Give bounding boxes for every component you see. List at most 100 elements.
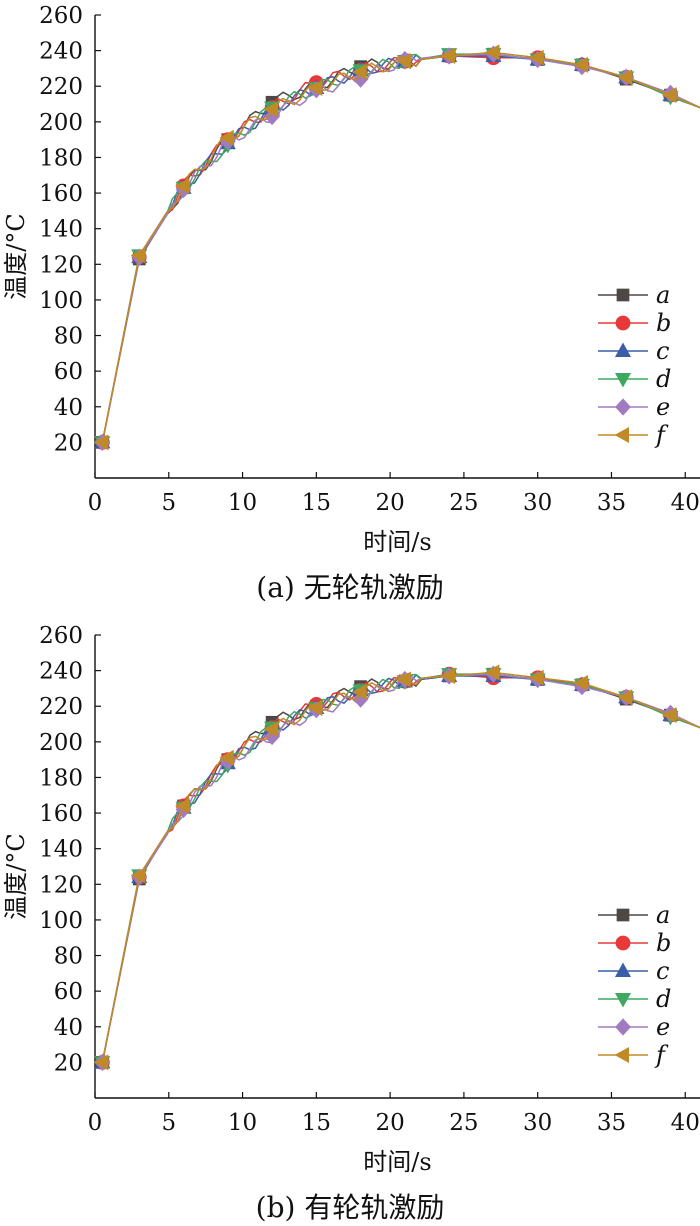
series-line-a <box>101 673 700 1063</box>
legend-marker-e <box>615 1018 631 1036</box>
x-tick-label: 15 <box>302 1110 331 1136</box>
x-tick-label: 10 <box>228 1110 257 1136</box>
y-tick-label: 120 <box>39 872 83 898</box>
legend-label-e: e <box>656 393 670 421</box>
series-line-b <box>101 673 700 1063</box>
data-point-f <box>219 129 234 146</box>
legend-entry-a: a <box>598 281 670 309</box>
data-point-f <box>93 1054 109 1071</box>
y-tick-label: 240 <box>39 39 83 65</box>
legend-entry-f: f <box>598 421 669 449</box>
legend-label-b: b <box>656 309 671 337</box>
legend-marker-b <box>615 935 631 951</box>
series-line-e <box>101 672 700 1063</box>
chart-b: 20 40 60 80 100 120 140 160 180 200 220 240 260 0 5 10 1… <box>2 623 700 1176</box>
series-line-f <box>101 51 700 443</box>
data-point-f <box>440 667 456 684</box>
x-tick-label: 40 <box>671 490 700 516</box>
data-point-f <box>307 79 323 97</box>
x-tick-label: 20 <box>375 490 404 516</box>
x-tick-label: 30 <box>523 490 552 516</box>
x-tick-label: 0 <box>88 490 103 516</box>
x-tick-label: 25 <box>449 1110 478 1136</box>
legend-entry-e: e <box>598 1013 670 1041</box>
legend-label-f: f <box>654 1041 669 1069</box>
series-line-d <box>101 53 700 443</box>
legend-label-c: c <box>656 957 669 985</box>
x-tick-label: 25 <box>449 490 478 516</box>
series-a <box>96 47 700 449</box>
y-tick-label: 80 <box>54 944 83 970</box>
chart-a: 20 40 60 80 100 120 140 160 180 200 220 240 260 0 5 10 1… <box>2 3 700 556</box>
y-tick-label: 160 <box>39 801 83 827</box>
data-point-f <box>175 797 190 814</box>
series-line-c <box>101 673 700 1063</box>
legend-entry-f: f <box>598 1041 669 1069</box>
data-point-f <box>219 749 234 766</box>
data-point-f <box>352 63 367 81</box>
legend-marker-a <box>616 908 630 922</box>
x-tick-label: 5 <box>161 1110 176 1136</box>
x-tick-label: 30 <box>523 1110 552 1136</box>
y-tick-label: 140 <box>39 837 83 863</box>
series-d <box>94 668 700 1071</box>
series-line-f <box>101 671 700 1063</box>
data-point-f <box>529 49 544 66</box>
data-point-f <box>484 664 500 681</box>
legend-entry-d: d <box>598 365 671 393</box>
series-f <box>93 44 700 451</box>
y-tick-label: 160 <box>39 181 83 207</box>
data-point-f <box>130 247 146 264</box>
series-c <box>94 47 700 449</box>
series-line-e <box>101 52 700 443</box>
series-b <box>94 666 700 1070</box>
legend-label-e: e <box>656 1013 670 1041</box>
y-tick-label: 200 <box>39 110 83 136</box>
legend-entry-a: a <box>598 901 670 929</box>
y-axis-label: 温度/°C <box>2 213 30 299</box>
y-tick-label: 20 <box>54 430 83 456</box>
legend-label-d: d <box>656 365 671 393</box>
data-point-f <box>440 47 456 64</box>
series-b <box>94 48 700 450</box>
x-tick-label: 35 <box>597 490 626 516</box>
legend-label-a: a <box>656 281 670 309</box>
legend-entry-e: e <box>598 393 670 421</box>
legend-marker-c <box>614 342 632 358</box>
caption-b: (b) 有轮轨激励 <box>255 1191 445 1224</box>
x-tick-label: 40 <box>671 1110 700 1136</box>
data-point-f <box>263 721 279 738</box>
data-point-f <box>175 177 190 194</box>
data-point-f <box>617 689 633 706</box>
series-a <box>96 667 700 1069</box>
legend-label-d: d <box>656 985 671 1013</box>
legend-label-a: a <box>656 901 670 929</box>
series-e <box>94 45 700 452</box>
x-tick-label: 0 <box>88 1110 103 1136</box>
legend-marker-a <box>616 288 630 302</box>
data-point-f <box>661 87 677 104</box>
y-tick-label: 100 <box>39 288 83 314</box>
y-tick-label: 40 <box>54 395 83 421</box>
y-tick-label: 240 <box>39 659 83 685</box>
y-tick-label: 60 <box>54 979 83 1005</box>
caption-a: (a) 无轮轨激励 <box>256 571 444 604</box>
series-f <box>93 664 700 1071</box>
y-tick-label: 120 <box>39 252 83 278</box>
data-point-f <box>396 53 411 70</box>
legend-marker-e <box>615 398 631 416</box>
x-tick-label: 10 <box>228 490 257 516</box>
y-tick-label: 260 <box>39 623 83 649</box>
y-tick-label: 20 <box>54 1050 83 1076</box>
data-point-f <box>529 669 544 686</box>
legend-marker-b <box>615 315 631 331</box>
x-tick-label: 20 <box>375 1110 404 1136</box>
legend-marker-f <box>614 1046 629 1064</box>
legend-entry-b: b <box>598 309 671 337</box>
series-e <box>94 665 700 1072</box>
y-tick-label: 40 <box>54 1015 83 1041</box>
x-axis-label: 时间/s <box>363 528 431 556</box>
legend-entry-d: d <box>598 985 671 1013</box>
data-point-f <box>484 44 500 61</box>
